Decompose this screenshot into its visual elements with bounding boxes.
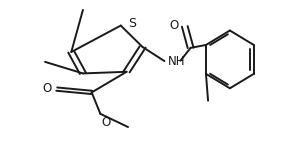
Text: S: S bbox=[128, 17, 136, 30]
Text: O: O bbox=[169, 19, 178, 32]
Text: O: O bbox=[102, 115, 111, 129]
Text: O: O bbox=[42, 82, 52, 95]
Text: NH: NH bbox=[168, 55, 186, 68]
